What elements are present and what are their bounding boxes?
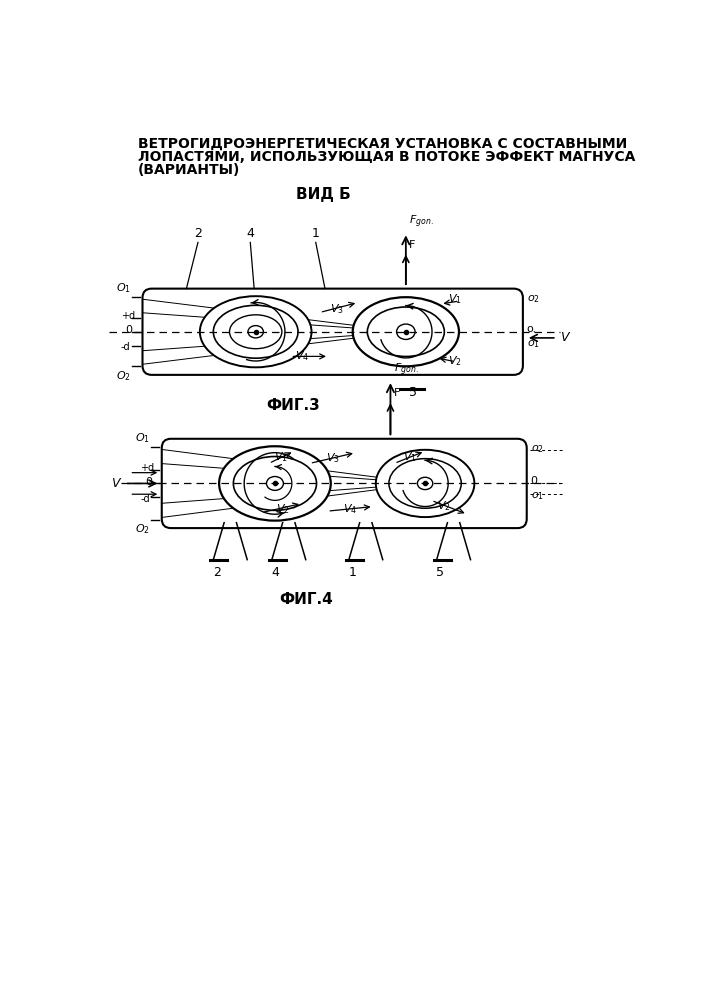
Ellipse shape	[214, 305, 298, 358]
Text: $V_2$: $V_2$	[437, 500, 450, 513]
Text: F: F	[394, 388, 400, 398]
Ellipse shape	[219, 446, 331, 521]
Text: ВЕТРОГИДРОЭНЕРГЕТИЧЕСКАЯ УСТАНОВКА С СОСТАВНЫМИ: ВЕТРОГИДРОЭНЕРГЕТИЧЕСКАЯ УСТАНОВКА С СОС…	[138, 137, 627, 151]
Ellipse shape	[353, 297, 459, 366]
Text: ФИГ.4: ФИГ.4	[279, 592, 332, 607]
Text: o.: o.	[527, 324, 537, 334]
Text: 5: 5	[409, 386, 416, 399]
Text: $O_1$: $O_1$	[115, 281, 131, 295]
FancyBboxPatch shape	[162, 439, 527, 528]
Ellipse shape	[417, 477, 433, 490]
Text: $V_3$: $V_3$	[326, 451, 339, 465]
Text: V: V	[560, 331, 568, 344]
Text: $V_3$: $V_3$	[329, 302, 344, 316]
Text: ВИД Б: ВИД Б	[296, 187, 351, 202]
Text: $F_{gon.}$: $F_{gon.}$	[394, 362, 418, 378]
Text: F: F	[409, 240, 415, 250]
Text: +d: +d	[140, 463, 154, 473]
Text: $V_2$: $V_2$	[448, 354, 462, 368]
Text: $o_1$: $o_1$	[527, 338, 539, 350]
Text: 4: 4	[246, 227, 255, 240]
Text: 1: 1	[349, 566, 356, 579]
Text: $F_{gon.}$: $F_{gon.}$	[409, 214, 433, 230]
Ellipse shape	[248, 326, 264, 338]
Text: 0: 0	[145, 477, 152, 487]
Text: -d: -d	[140, 494, 150, 504]
Text: $V_1$: $V_1$	[274, 450, 288, 464]
Ellipse shape	[397, 324, 415, 339]
Text: 4: 4	[271, 566, 280, 579]
Ellipse shape	[376, 450, 474, 517]
Text: $o_2$: $o_2$	[527, 294, 539, 305]
Text: ФИГ.3: ФИГ.3	[266, 398, 320, 413]
Text: -d: -d	[121, 342, 131, 352]
Text: 0: 0	[126, 325, 133, 335]
Ellipse shape	[233, 457, 317, 510]
Text: $V_2$: $V_2$	[276, 502, 290, 516]
Text: 2: 2	[214, 566, 221, 579]
Text: $V_4$: $V_4$	[295, 349, 309, 363]
Text: V: V	[111, 477, 119, 490]
Ellipse shape	[368, 307, 444, 356]
Ellipse shape	[200, 296, 312, 367]
Text: $o_1$: $o_1$	[530, 490, 544, 502]
Ellipse shape	[230, 315, 282, 349]
Text: (ВАРИАНТЫ): (ВАРИАНТЫ)	[138, 163, 240, 177]
FancyBboxPatch shape	[143, 289, 523, 375]
Text: 5: 5	[436, 566, 445, 579]
Text: 2: 2	[194, 227, 202, 240]
Text: $O_2$: $O_2$	[115, 369, 131, 383]
Text: ЛОПАСТЯМИ, ИСПОЛЬЗУЮЩАЯ В ПОТОКЕ ЭФФЕКТ МАГНУСА: ЛОПАСТЯМИ, ИСПОЛЬЗУЮЩАЯ В ПОТОКЕ ЭФФЕКТ …	[138, 150, 636, 164]
Text: $V_1$: $V_1$	[403, 450, 416, 464]
Text: +d: +d	[121, 311, 135, 321]
Text: $O_2$: $O_2$	[135, 522, 150, 536]
Text: 1: 1	[312, 227, 320, 240]
Text: $o_2$: $o_2$	[530, 444, 544, 455]
Text: 0: 0	[530, 476, 537, 486]
Text: $V_4$: $V_4$	[344, 502, 358, 516]
Ellipse shape	[267, 477, 284, 490]
Ellipse shape	[389, 459, 461, 508]
Text: $V_1$: $V_1$	[448, 293, 462, 306]
Text: $O_1$: $O_1$	[135, 431, 150, 445]
